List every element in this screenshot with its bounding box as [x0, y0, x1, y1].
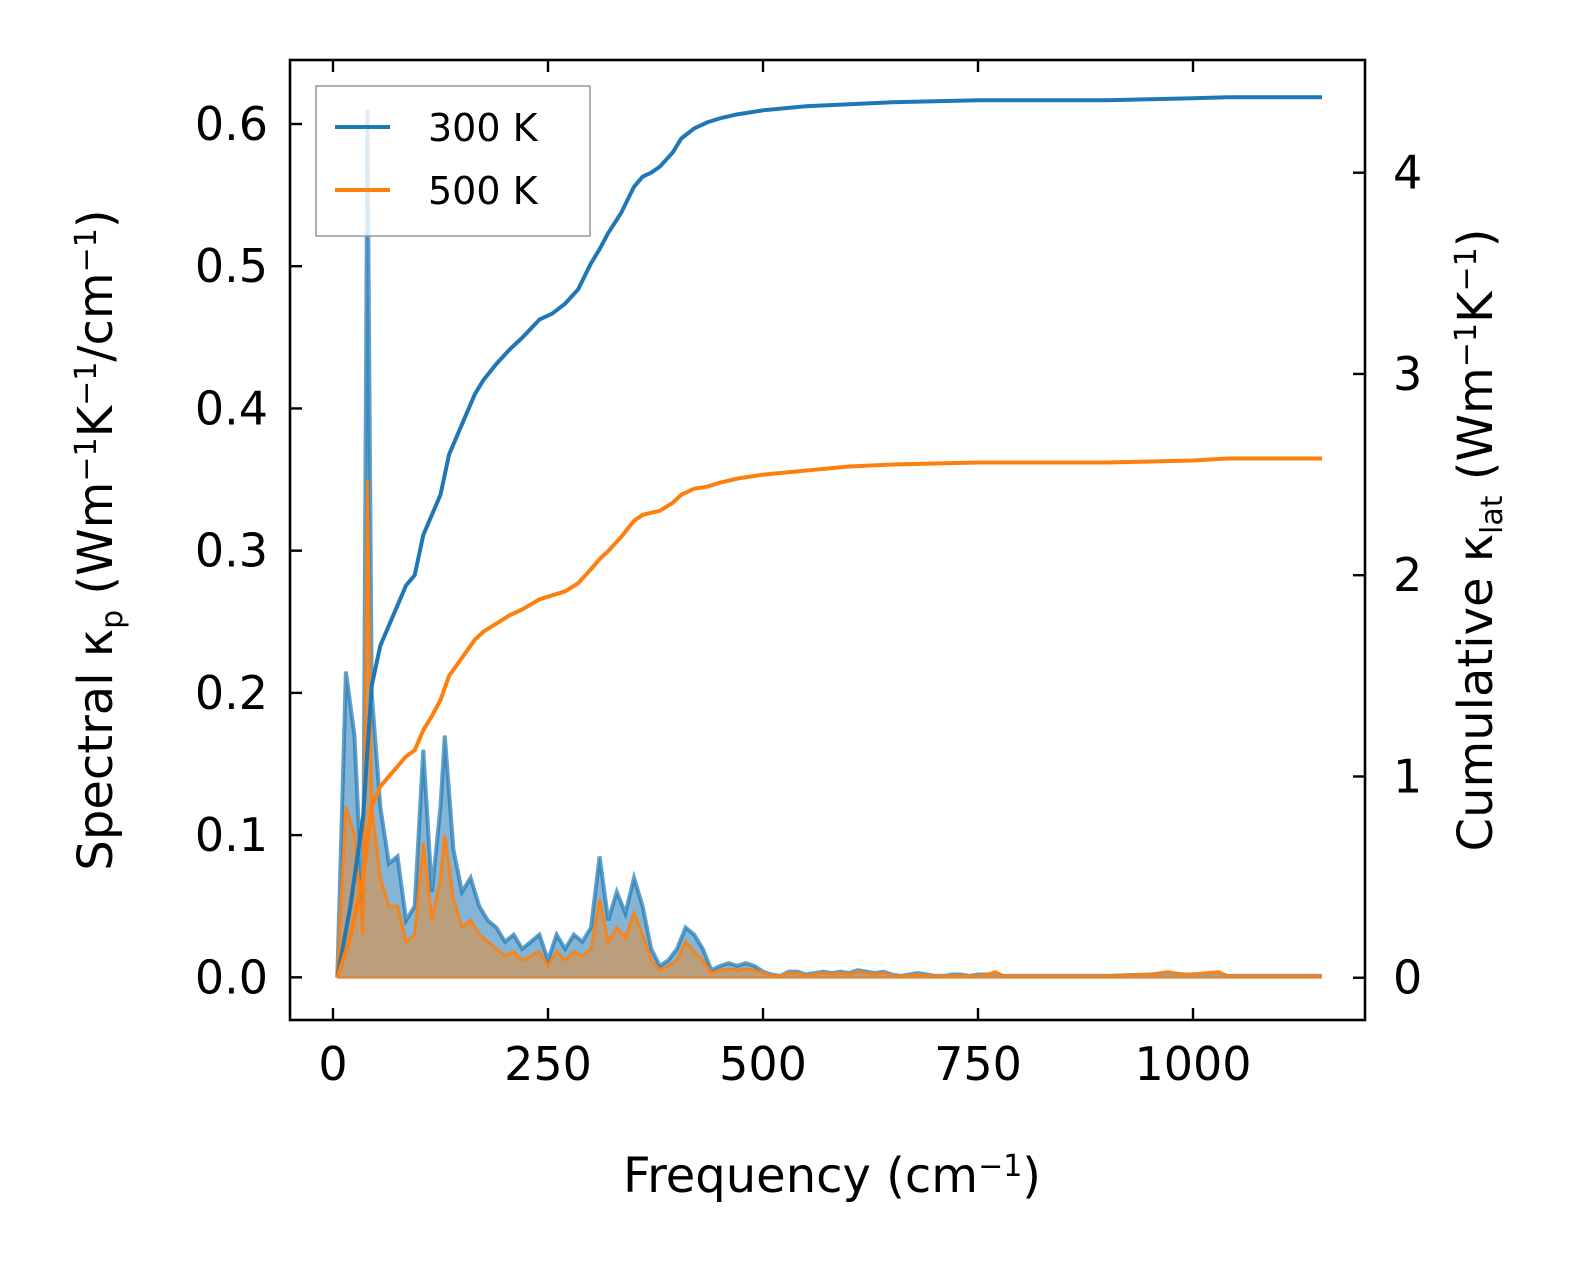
spectral-area-300k [337, 109, 1322, 978]
spectral-line-300k [335, 109, 1322, 978]
y-right-tick-label: 3 [1393, 347, 1422, 401]
y-left-tick-label: 0.0 [195, 950, 268, 1004]
y-left-tick-label: 0.4 [195, 381, 268, 435]
y-left-tick-label: 0.2 [195, 666, 268, 720]
y-left-axis-ticks: 0.0 0.1 0.2 0.3 0.4 0.5 0.6 [195, 97, 302, 1004]
legend-label-500k: 500 K [428, 169, 539, 213]
x-axis-title: Frequency (cm−1) [623, 1148, 1041, 1204]
spectral-area-500k [337, 479, 1322, 978]
spectral-fill-layer [335, 109, 1322, 979]
y-left-tick-label: 0.5 [195, 239, 268, 293]
y-right-tick-label: 4 [1393, 146, 1422, 200]
legend-label-300k: 300 K [428, 106, 539, 150]
x-tick-label: 500 [719, 1037, 807, 1091]
y-left-tick-label: 0.1 [195, 808, 268, 862]
y-right-axis-title: Cumulative κlat (Wm−1K−1) [1448, 229, 1510, 852]
y-left-tick-label: 0.3 [195, 524, 268, 578]
plot-frame [288, 58, 1367, 1022]
y-left-tick-label: 0.6 [195, 97, 268, 151]
x-axis-ticks: 0 250 500 750 1000 [318, 60, 1252, 1091]
y-right-tick-label: 1 [1393, 749, 1422, 803]
cumulative-line-300k [335, 95, 1322, 979]
spectral-line-500k [335, 479, 1322, 978]
series-line-layer [335, 95, 1322, 979]
y-right-axis-ticks: 0 1 2 3 4 [1353, 146, 1422, 1005]
legend: 300 K 500 K [315, 85, 591, 237]
y-left-axis-title: Spectral κp (Wm−1K−1/cm−1) [68, 209, 130, 870]
x-tick-label: 750 [934, 1037, 1022, 1091]
x-tick-label: 1000 [1134, 1037, 1251, 1091]
x-tick-label: 250 [504, 1037, 592, 1091]
y-right-tick-label: 0 [1393, 951, 1422, 1005]
cumulative-line-500k [335, 456, 1322, 979]
y-right-tick-label: 2 [1393, 548, 1422, 602]
legend-box [315, 85, 591, 237]
x-tick-label: 0 [318, 1037, 347, 1091]
